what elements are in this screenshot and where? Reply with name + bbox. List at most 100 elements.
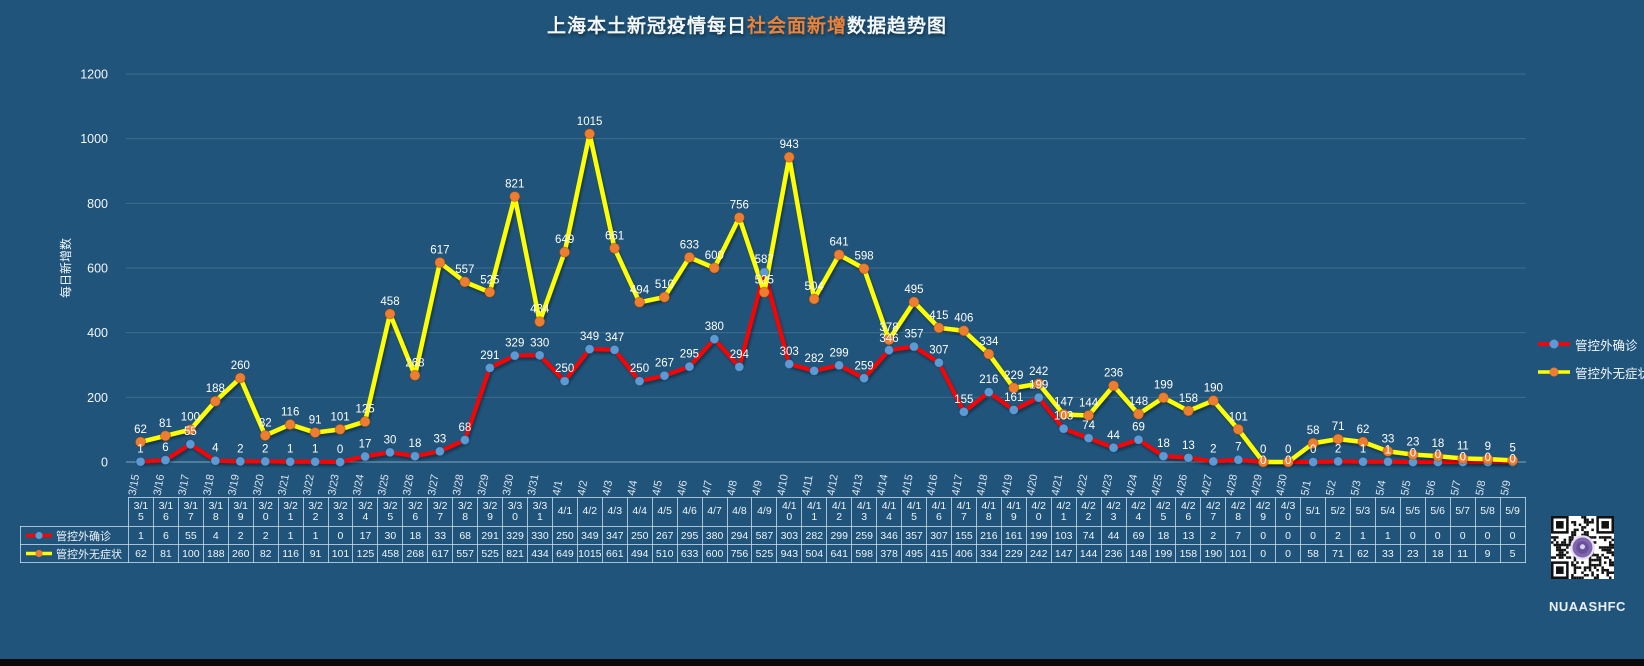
table-value-cell: 82 [252,544,279,563]
table-value-cell: 415 [926,544,952,563]
table-row: 管控外确诊 1 6 55 4 2 2 1 1 0 17 30 18 33 68 291 329 330 250 349… [20,526,1526,545]
table-date-cell: 4/1 [551,497,578,527]
data-label-asymptomatic: 148 [1129,396,1148,408]
data-point-asymptomatic [683,251,696,263]
table-date-cell: 5/7 [1449,497,1476,527]
data-point-asymptomatic [384,308,396,320]
table-date-cell: 4/1 9 [1000,497,1027,527]
data-point-asymptomatic [184,424,196,436]
data-point-confirmed [1308,456,1319,468]
data-point-asymptomatic [658,291,671,303]
table-value-cell: 525 [477,544,504,563]
x-tick-label: 4/18 [975,473,991,496]
data-label-confirmed: 0 [1285,455,1291,467]
x-tick-label: 4/19 [1000,473,1016,496]
data-label-asymptomatic: 378 [879,322,898,334]
table-date-cell: 3/2 8 [452,497,479,527]
x-tick-label: 3/24 [351,473,367,496]
data-point-confirmed [983,387,994,398]
x-tick-label: 5/5 [1399,479,1413,496]
data-point-confirmed [784,358,795,370]
data-label-confirmed: 0 [1410,448,1416,460]
table-value-cell: 91 [302,544,329,563]
table-value-cell: 1 [1349,526,1376,545]
table-value-cell: 0 [1250,544,1277,563]
table-value-cell: 633 [676,544,703,563]
data-point-asymptomatic [833,249,845,261]
data-point-asymptomatic [309,426,321,439]
data-point-confirmed [759,267,770,278]
table-value-cell: 199 [1025,526,1052,545]
table-value-cell: 294 [726,526,753,545]
data-point-asymptomatic [409,369,421,381]
table-value-cell: 260 [227,544,254,563]
data-label-asymptomatic: 334 [979,336,999,348]
data-label-confirmed: 1 [287,444,293,456]
x-tick-label: 3/25 [376,473,392,496]
table-value-cell: 4 [202,526,229,545]
legend-label-asymptomatic: 管控外无症状 [1575,366,1644,381]
data-point-asymptomatic [1232,423,1244,435]
table-value-cell: 661 [601,544,628,563]
data-label-asymptomatic: 0 [1260,444,1266,456]
data-label-asymptomatic: 598 [854,251,873,263]
table-date-cell: 3/1 7 [177,497,204,527]
data-label-confirmed: 155 [954,394,973,406]
table-value-cell: 161 [1000,526,1027,545]
data-point-confirmed [609,344,620,355]
data-label-confirmed: 18 [1157,438,1170,450]
data-labels: 1626815510041882260282111619101011712530… [134,116,1516,467]
data-point-confirmed [260,456,271,467]
data-label-confirmed: 0 [1510,453,1516,465]
table-value-cell: 0 [1300,526,1326,545]
x-tick-label: 3/31 [526,473,542,496]
table-date-cell: 4/6 [676,497,703,527]
table-value-cell: 458 [377,544,404,563]
data-label-asymptomatic: 434 [530,304,550,316]
data-point-asymptomatic [608,242,621,254]
table-value-cell: 229 [1000,544,1027,563]
data-point-asymptomatic [1157,392,1170,404]
data-label-confirmed: 0 [1260,455,1266,467]
data-point-confirmed [908,341,920,352]
x-tick-label: 3/19 [226,473,242,496]
table-date-cell: 3/3 1 [527,497,553,527]
data-label-confirmed: 33 [434,433,447,445]
x-tick-label: 4/28 [1224,473,1240,496]
data-point-confirmed [958,406,969,417]
data-point-asymptomatic [1182,405,1195,417]
x-tick-label: 5/2 [1324,479,1338,496]
table-date-cell: 4/4 [626,497,653,527]
table-date-cell: 4/3 [601,497,628,527]
table-value-cell: 11 [1449,544,1476,563]
table-value-cell: 525 [751,544,778,563]
data-table: 3/1 5 3/1 6 3/1 7 3/1 8 3/1 9 3/2 0 3/2 1 3/2 2… [20,497,1526,563]
table-value-cell: 267 [651,526,678,545]
data-point-asymptomatic [584,128,596,140]
table-row-label: 管控外无症状 [56,548,122,561]
data-point-asymptomatic [733,211,745,224]
table-date-cell: 3/1 9 [227,497,254,527]
x-tick-label: 4/9 [750,479,764,496]
table-value-cell: 188 [202,544,229,563]
data-label-asymptomatic: 58 [1307,425,1320,437]
title-prefix: 上海本土新冠疫情每日 [546,16,747,37]
data-label-confirmed: 1 [137,444,143,456]
data-label-confirmed: 44 [1107,430,1120,442]
data-label-confirmed: 6 [162,442,168,454]
data-label-asymptomatic: 649 [555,234,574,246]
data-label-confirmed: 1 [312,444,318,456]
data-label-asymptomatic: 190 [1204,383,1223,395]
table-value-cell: 504 [801,544,828,563]
table-date-cell: 4/2 6 [1175,497,1202,527]
table-date-cell: 4/2 1 [1050,497,1077,527]
y-tick-label: 400 [87,326,108,340]
data-point-confirmed [459,434,470,446]
data-label-confirmed: 259 [854,360,873,372]
x-tick-label: 4/22 [1075,473,1091,496]
data-label-confirmed: 0 [1460,451,1466,463]
data-point-confirmed [409,451,421,462]
confirmed-series-icon [1537,338,1571,350]
table-value-cell: 1015 [576,544,603,563]
